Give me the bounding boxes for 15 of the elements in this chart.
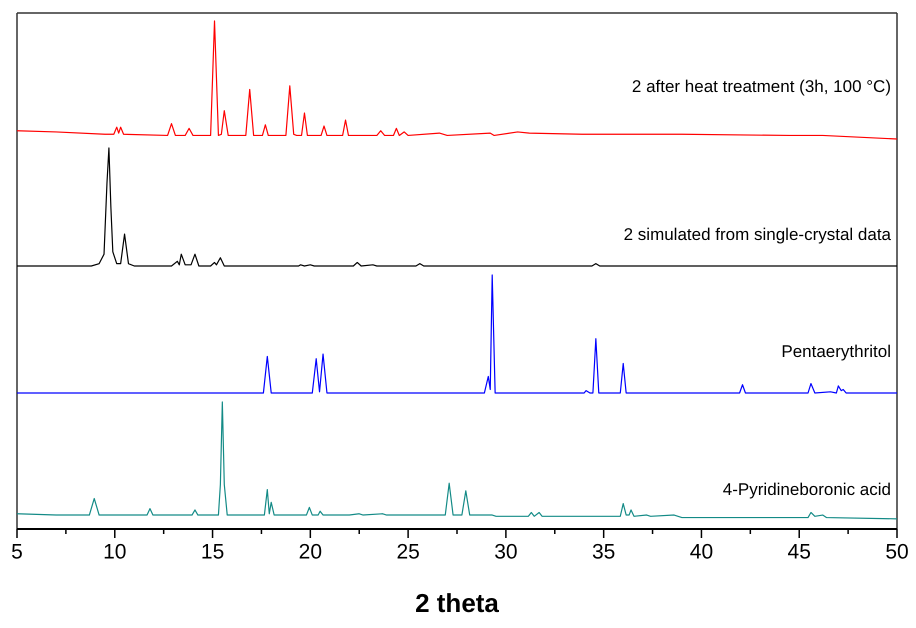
- x-tick-label: 10: [103, 540, 126, 564]
- x-tick-label: 15: [200, 540, 224, 564]
- x-tick-label: 20: [298, 540, 322, 564]
- series-label: Pentaerythritol: [781, 342, 891, 361]
- x-tick-label: 30: [494, 540, 518, 564]
- series-label: 2 simulated from single-crystal data: [624, 225, 892, 244]
- x-tick-label: 50: [885, 540, 909, 564]
- x-axis-title: 2 theta: [415, 588, 500, 618]
- series-label: 4-Pyridineboronic acid: [722, 480, 891, 499]
- x-tick-label: 40: [690, 540, 714, 564]
- x-tick-label: 45: [788, 540, 811, 564]
- text: 2 after heat treatment (3h, 100 °C): [632, 77, 891, 96]
- x-tick-label: 25: [396, 540, 420, 564]
- x-tick-label: 5: [11, 540, 23, 564]
- x-tick-label: 35: [592, 540, 616, 564]
